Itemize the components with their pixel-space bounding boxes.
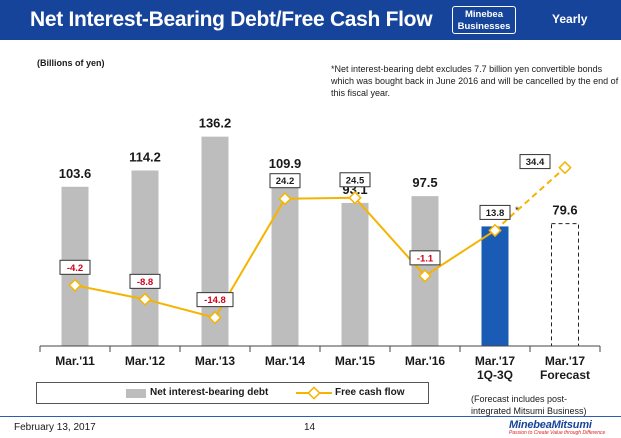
fcf-point bbox=[418, 269, 432, 283]
category-label: Mar.'16 bbox=[405, 354, 446, 368]
forecast-note: (Forecast includes post- integrated Mits… bbox=[471, 393, 587, 417]
category-label: Forecast bbox=[540, 368, 590, 382]
fcf-value-label: -4.2 bbox=[67, 263, 83, 274]
page-title: Net Interest-Bearing Debt/Free Cash Flow bbox=[30, 8, 433, 31]
badge-line-1: Minebea bbox=[464, 9, 503, 20]
fcf-value-label: 24.5 bbox=[346, 175, 365, 186]
title-bar bbox=[0, 0, 621, 40]
debt-bar bbox=[341, 202, 369, 346]
category-label: 1Q-3Q bbox=[477, 368, 513, 382]
forecast-note-line-1: (Forecast includes post- bbox=[471, 394, 568, 404]
forecast-bar bbox=[551, 223, 579, 347]
debt-value-label: 136.2 bbox=[199, 116, 232, 131]
fcf-line-segment bbox=[284, 196, 356, 200]
category-label: Mar.'13 bbox=[195, 354, 236, 368]
category-label: Mar.'14 bbox=[265, 354, 306, 368]
fcf-line-segment bbox=[424, 229, 496, 277]
fcf-point bbox=[278, 191, 292, 206]
logo-tagline: Passion to Create Value through Differen… bbox=[509, 430, 606, 436]
category-label: Mar.'11 bbox=[55, 354, 95, 368]
fcf-value-label: 34.4 bbox=[526, 157, 545, 168]
footnote: *Net interest-bearing debt excludes 7.7 … bbox=[331, 64, 619, 98]
fcf-point bbox=[68, 278, 82, 293]
category-label: Mar.'17 bbox=[545, 354, 586, 368]
debt-asterisk: * bbox=[515, 205, 519, 216]
fcf-point bbox=[208, 310, 222, 325]
company-logo: MinebeaMitsumi Passion to Create Value t… bbox=[509, 419, 609, 437]
debt-bar bbox=[481, 226, 509, 346]
fcf-label-box bbox=[479, 204, 511, 220]
fcf-label-box bbox=[59, 259, 91, 275]
legend-bar-swatch bbox=[126, 389, 146, 398]
business-badge: Minebea Businesses bbox=[452, 6, 516, 34]
fcf-label-box bbox=[269, 173, 301, 189]
fcf-label-box bbox=[409, 250, 441, 266]
footer-date: February 13, 2017 bbox=[14, 422, 96, 433]
badge-line-2: Businesses bbox=[457, 20, 511, 32]
fcf-label-box bbox=[339, 172, 371, 188]
legend-line-swatch bbox=[296, 386, 332, 400]
fcf-value-label: -14.8 bbox=[204, 295, 226, 306]
fcf-point bbox=[558, 160, 572, 175]
debt-value-label: 114.2 bbox=[129, 149, 161, 164]
period-label: Yearly bbox=[552, 12, 588, 26]
page-number: 14 bbox=[304, 422, 316, 433]
fcf-label-box bbox=[519, 154, 551, 170]
debt-value-label: 109.9 bbox=[269, 156, 302, 171]
chart-legend: Net interest-bearing debt Free cash flow bbox=[36, 382, 429, 404]
debt-value-label: 103.6 bbox=[59, 166, 92, 181]
fcf-value-label: -1.1 bbox=[417, 253, 434, 264]
category-label: Mar.'17 bbox=[475, 354, 516, 368]
fcf-value-label: 24.2 bbox=[276, 176, 295, 187]
fcf-value-label: 13.8 bbox=[486, 208, 505, 219]
category-label: Mar.'12 bbox=[125, 354, 166, 368]
footer-divider bbox=[0, 416, 621, 417]
fcf-point bbox=[348, 191, 362, 205]
legend-fcf-label: Free cash flow bbox=[335, 387, 405, 398]
fcf-line-segment bbox=[144, 298, 216, 319]
fcf-line-segment bbox=[494, 166, 566, 232]
fcf-label-box bbox=[129, 273, 161, 289]
logo-wordmark: MinebeaMitsumi bbox=[509, 419, 592, 431]
legend-debt-label: Net interest-bearing debt bbox=[150, 387, 269, 398]
fcf-line-segment bbox=[74, 284, 146, 301]
debt-value-label: 79.6 bbox=[552, 203, 577, 218]
forecast-note-line-2: integrated Mitsumi Business) bbox=[471, 406, 587, 416]
debt-value-label: 97.5 bbox=[412, 175, 437, 190]
fcf-value-label: -8.8 bbox=[137, 277, 153, 288]
debt-bar bbox=[131, 170, 159, 346]
fcf-point bbox=[488, 223, 502, 238]
fcf-point bbox=[138, 292, 152, 307]
fcf-label-box bbox=[196, 292, 234, 308]
unit-label: (Billions of yen) bbox=[37, 58, 105, 68]
category-label: Mar.'15 bbox=[335, 354, 376, 368]
